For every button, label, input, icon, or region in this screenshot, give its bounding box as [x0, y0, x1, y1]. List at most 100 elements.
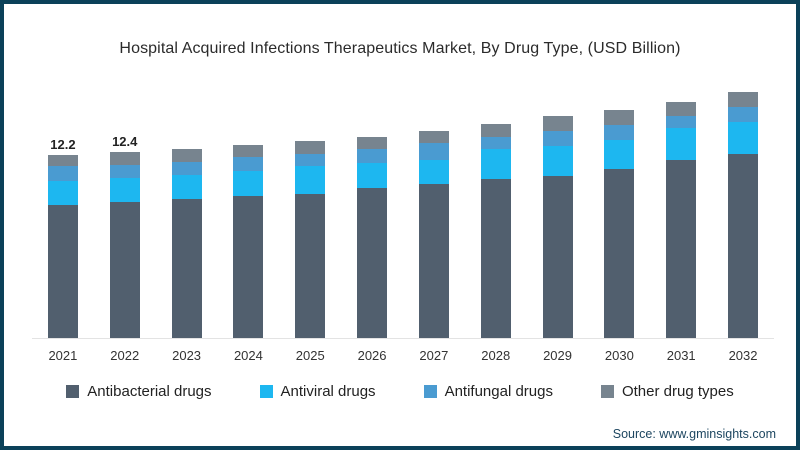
bar-segment-antibacterial-drugs — [604, 168, 635, 338]
bar-segment-antifungal-drugs — [295, 153, 326, 167]
bar-segment-other-drug-types — [109, 152, 140, 165]
bar-segment-antiviral-drugs — [171, 175, 202, 200]
bar-stack — [728, 92, 759, 338]
legend-label: Other drug types — [621, 383, 734, 400]
bar-segment-antifungal-drugs — [233, 157, 264, 171]
bar-segment-antiviral-drugs — [295, 166, 326, 194]
bar-segment-antibacterial-drugs — [233, 196, 264, 338]
bar-segment-antifungal-drugs — [47, 166, 78, 181]
bar-segment-antiviral-drugs — [418, 159, 449, 184]
bar-group-2030 — [588, 84, 650, 338]
legend-swatch-antiviral-drugs — [259, 385, 273, 398]
legend-label: Antiviral drugs — [280, 383, 376, 400]
source-credit: Source: www.gminsights.com — [612, 427, 776, 441]
bar-stack — [604, 110, 635, 338]
x-axis-label-2027: 2027 — [419, 348, 449, 363]
bar-value-label: 12.4 — [112, 134, 138, 149]
legend-swatch-antibacterial-drugs — [66, 385, 80, 398]
x-axis-label-2030: 2030 — [604, 348, 634, 363]
bar-group-2023 — [156, 84, 218, 338]
bar-group-2032 — [712, 84, 774, 338]
bar-segment-antifungal-drugs — [418, 143, 449, 160]
bar-group-2029 — [527, 84, 589, 338]
bar-stack — [418, 131, 449, 338]
bar-stack — [542, 116, 573, 338]
x-axis-label-2026: 2026 — [357, 348, 387, 363]
plot-area: 12.2 12.4 — [32, 84, 774, 339]
legend-label: Antifungal drugs — [444, 383, 553, 400]
bar-group-2026 — [341, 84, 403, 338]
bar-segment-other-drug-types — [295, 140, 326, 154]
x-axis-label-2025: 2025 — [295, 348, 325, 363]
bar-stack — [109, 152, 140, 338]
bar-segment-antiviral-drugs — [47, 180, 78, 205]
bar-segment-antibacterial-drugs — [728, 153, 759, 338]
chart-area: 12.2 12.4 2021 2022 2023 2024 2025 2026 2027 202… — [32, 84, 774, 363]
bar-segment-antiviral-drugs — [728, 122, 759, 154]
bar-segment-antibacterial-drugs — [418, 183, 449, 338]
bar-group-2027 — [403, 84, 465, 338]
bar-segment-antifungal-drugs — [666, 116, 697, 128]
bar-segment-other-drug-types — [480, 124, 511, 137]
bar-group-2021: 12.2 — [32, 84, 94, 338]
bar-segment-antifungal-drugs — [109, 164, 140, 179]
bar-stack — [357, 137, 388, 338]
x-axis-label-2024: 2024 — [233, 348, 263, 363]
bar-segment-antifungal-drugs — [480, 137, 511, 149]
bar-segment-antibacterial-drugs — [666, 159, 697, 338]
bar-stack — [480, 124, 511, 338]
legend-swatch-antifungal-drugs — [423, 385, 437, 398]
bar-segment-antifungal-drugs — [728, 107, 759, 122]
bar-stack — [171, 149, 202, 338]
legend: Antibacterial drugs Antiviral drugs Antifu… — [4, 383, 796, 400]
bar-group-2025 — [279, 84, 341, 338]
bar-segment-other-drug-types — [542, 116, 573, 131]
x-axis-label-2028: 2028 — [481, 348, 511, 363]
bar-segment-antibacterial-drugs — [357, 188, 388, 338]
x-axis-label-2021: 2021 — [48, 348, 78, 363]
bar-segment-antiviral-drugs — [480, 149, 511, 179]
bar-segment-other-drug-types — [47, 155, 78, 167]
bar-segment-antibacterial-drugs — [109, 202, 140, 338]
bar-group-2031 — [650, 84, 712, 338]
bar-group-2028 — [465, 84, 527, 338]
legend-label: Antibacterial drugs — [87, 383, 212, 400]
bar-segment-other-drug-types — [233, 145, 264, 158]
x-axis-label-2029: 2029 — [543, 348, 572, 363]
bar-stack — [666, 101, 697, 338]
x-axis-label-2032: 2032 — [728, 348, 758, 363]
bar-segment-antibacterial-drugs — [47, 204, 78, 338]
bar-group-2024 — [217, 84, 279, 338]
x-axis-label-2022: 2022 — [110, 348, 140, 363]
bar-segment-antifungal-drugs — [357, 149, 388, 163]
bar-segment-antifungal-drugs — [542, 131, 573, 146]
bar-segment-other-drug-types — [728, 92, 759, 107]
legend-item-antifungal-drugs: Antifungal drugs — [423, 383, 553, 400]
bar-segment-antiviral-drugs — [109, 178, 140, 203]
x-axis: 2021 2022 2023 2024 2025 2026 2027 2028 2029 2030… — [32, 348, 774, 363]
bar-segment-other-drug-types — [604, 110, 635, 125]
bar-segment-antiviral-drugs — [604, 140, 635, 169]
bar-segment-antiviral-drugs — [357, 162, 388, 188]
bar-segment-antiviral-drugs — [233, 170, 264, 197]
bar-group-2022: 12.4 — [94, 84, 156, 338]
bar-stack — [47, 155, 78, 338]
bar-value-label: 12.2 — [50, 137, 76, 152]
bar-segment-other-drug-types — [171, 149, 202, 162]
legend-item-antibacterial-drugs: Antibacterial drugs — [66, 383, 212, 400]
bar-segment-antiviral-drugs — [666, 128, 697, 160]
bar-segment-antibacterial-drugs — [480, 179, 511, 338]
bar-segment-other-drug-types — [357, 137, 388, 149]
legend-swatch-other-drug-types — [600, 385, 614, 398]
bar-segment-antibacterial-drugs — [295, 194, 326, 338]
bar-segment-antiviral-drugs — [542, 146, 573, 176]
bar-segment-other-drug-types — [666, 101, 697, 116]
bar-segment-antifungal-drugs — [171, 161, 202, 176]
bar-segment-antibacterial-drugs — [542, 176, 573, 338]
bar-stack — [295, 140, 326, 338]
bar-stack — [233, 145, 264, 338]
legend-item-other-drug-types: Other drug types — [600, 383, 734, 400]
bar-segment-antibacterial-drugs — [171, 199, 202, 338]
bar-segment-antifungal-drugs — [604, 125, 635, 140]
